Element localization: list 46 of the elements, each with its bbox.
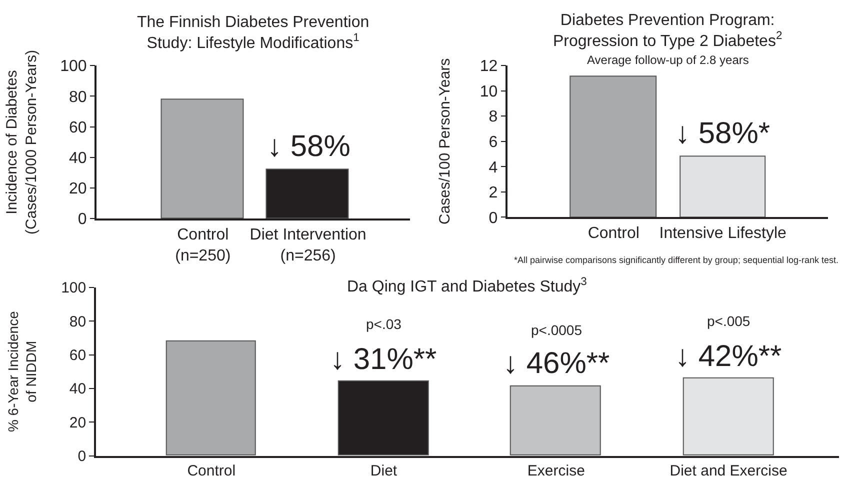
y-tick-label: 0: [488, 210, 498, 227]
x-tick-label: Diet and Exercise: [670, 462, 788, 480]
y-axis-title: Cases/100 Person-Years: [436, 58, 454, 224]
y-tick-label: 4: [488, 159, 498, 176]
x-tick-label: Exercise: [527, 462, 585, 480]
bar: [682, 377, 774, 456]
y-tick-label: 20: [68, 180, 87, 198]
x-tick-label: Control (n=250): [175, 226, 231, 264]
y-tick-label: 2: [488, 184, 498, 202]
annotation: p<.0005: [531, 322, 582, 338]
y-tick-label: 10: [480, 83, 498, 100]
y-tick-label: 12: [480, 58, 498, 76]
chart-title: The Finnish Diabetes Prevention Study: Lifestyle Modifications$^{1}$: [137, 14, 370, 52]
annotation: ↓ 58%*: [675, 117, 770, 150]
annotation: ↓ 46%**: [503, 347, 610, 380]
x-tick-label: Control: [187, 462, 236, 480]
annotation: p<.03: [366, 316, 402, 332]
y-tick-label: 0: [78, 211, 87, 228]
y-axis-title: Incidence of Diabetes (Cases/1000 Person-Years): [3, 50, 40, 234]
chart-title: Diabetes Prevention Program: Progression to Type 2 Diabetes$^{2}$: [553, 12, 782, 50]
y-tick-label: 80: [68, 88, 87, 106]
text: *All pairwise comparisons significantly different by group; sequential log-rank test.: [514, 255, 838, 265]
chart-title: Da Qing IGT and Diabetes Study$^{3}$: [347, 276, 587, 296]
y-tick-label: 40: [69, 380, 86, 398]
x-tick-label: Diet Intervention (n=256): [250, 226, 366, 264]
y-tick-label: 60: [68, 119, 87, 136]
x-tick-label: Control: [588, 225, 640, 242]
y-tick-label: 8: [488, 108, 498, 126]
y-tick-label: 80: [69, 313, 86, 330]
y-axis-title: % 6-Year Incidence of NIDDM: [4, 310, 39, 432]
y-tick-label: 60: [69, 347, 86, 364]
annotation: p<.005: [707, 313, 750, 329]
y-tick-label: 6: [488, 134, 498, 151]
bar: [166, 340, 256, 456]
y-tick-label: 20: [69, 414, 86, 432]
annotation: ↓ 58%: [267, 130, 350, 163]
bar: [510, 385, 601, 456]
x-tick-label: Diet: [370, 462, 398, 480]
x-tick-label: Intensive Lifestyle: [659, 225, 787, 242]
y-tick-label: 40: [68, 150, 87, 167]
chart-subtitle: Average follow-up of 2.8 years: [587, 53, 749, 67]
annotation: ↓ 31%**: [330, 343, 438, 376]
annotation: ↓ 42%**: [675, 340, 782, 373]
y-tick-label: 0: [78, 448, 86, 466]
y-tick-label: 100: [61, 280, 86, 297]
y-tick-label: 100: [60, 58, 87, 76]
